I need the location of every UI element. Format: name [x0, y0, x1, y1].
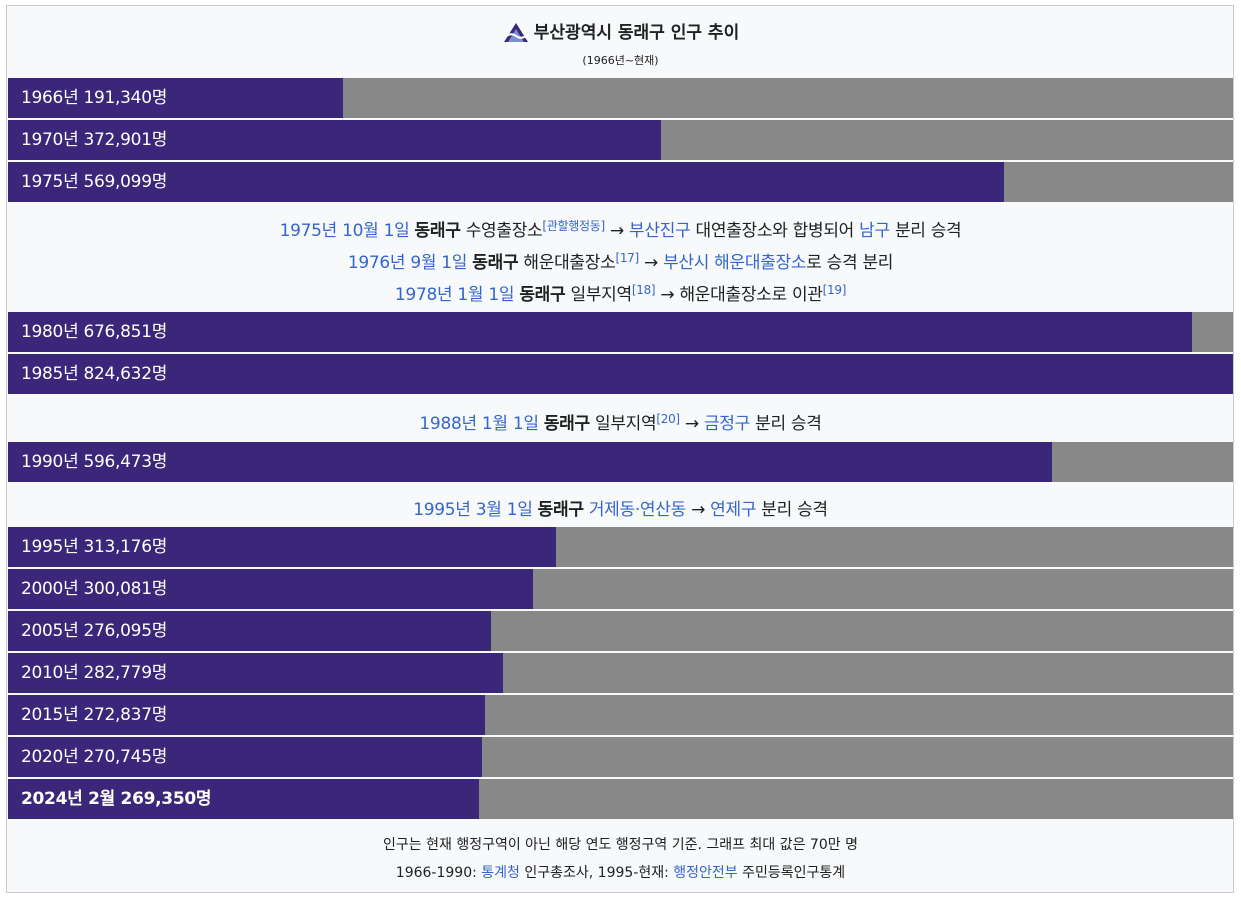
bar-row: 2024년 2월 269,350명 [8, 779, 1233, 819]
chart-header: 부산광역시 동래구 인구 추이 (1966년~현재) [8, 6, 1233, 77]
chart-footer: 인구는 현재 행정구역이 아닌 해당 연도 행정구역 기준. 그래프 최대 값은… [8, 822, 1233, 892]
chart-title: 부산광역시 동래구 인구 추이 [533, 23, 740, 43]
bar-fill [8, 737, 482, 777]
bar-row: 1990년 596,473명 [8, 442, 1233, 482]
bar-label: 1966년 191,340명 [21, 88, 168, 108]
chart-title-line: 부산광역시 동래구 인구 추이 [8, 18, 1233, 44]
bar-row: 1966년 191,340명 [8, 78, 1233, 118]
date-link[interactable]: 1976년 9월 1일 [347, 253, 468, 273]
bar-label: 1985년 824,632명 [21, 364, 168, 384]
date-link[interactable]: 1975년 10월 1일 [279, 221, 410, 241]
bar-label: 1995년 313,176명 [21, 537, 168, 557]
bar-fill [8, 78, 343, 118]
bar-fill [8, 312, 1193, 352]
bar-label: 1975년 569,099명 [21, 172, 168, 192]
bar-fill [8, 569, 534, 609]
bar-fill [8, 120, 661, 160]
history-note-1995: 1995년 3월 1일 동래구 거제동·연산동 → 연제구 분리 승격 [8, 484, 1233, 526]
bar-fill [8, 695, 486, 735]
bar-fill [8, 653, 503, 693]
bar-label: 2020년 270,745명 [21, 747, 168, 767]
footer-note: 인구는 현재 행정구역이 아닌 해당 연도 행정구역 기준. 그래프 최대 값은… [383, 837, 858, 853]
history-note-1975-1978: 1975년 10월 1일 동래구 수영출장소[관할행정동] → 부산진구 대연출… [8, 204, 1233, 311]
reference-link[interactable]: [관할행정동] [542, 219, 605, 233]
bar-label: 1970년 372,901명 [21, 130, 168, 150]
bar-row: 1970년 372,901명 [8, 120, 1233, 160]
note-line: 1995년 3월 1일 동래구 거제동·연산동 → 연제구 분리 승격 [413, 500, 828, 520]
note-line: 1975년 10월 1일 동래구 수영출장소[관할행정동] → 부산진구 대연출… [279, 219, 962, 241]
reference-link[interactable]: [18] [631, 283, 656, 297]
bar-row: 1995년 313,176명 [8, 527, 1233, 567]
district-link[interactable]: 부산진구 [629, 221, 691, 241]
district-link[interactable]: 연제구 [710, 500, 757, 520]
bar-row: 1980년 676,851명 [8, 312, 1233, 352]
bar-fill [8, 779, 480, 819]
bar-label: 2000년 300,081명 [21, 579, 168, 599]
bar-fill [8, 162, 1004, 202]
note-line: 1978년 1월 1일 동래구 일부지역[18] → 해운대출장소로 이관[19… [394, 283, 847, 305]
chart-subtitle: (1966년~현재) [582, 54, 659, 67]
date-link[interactable]: 1995년 3월 1일 [413, 500, 533, 520]
bar-row: 1975년 569,099명 [8, 162, 1233, 202]
bar-row: 2015년 272,837명 [8, 695, 1233, 735]
bar-label: 2010년 282,779명 [21, 663, 168, 683]
bar-fill [8, 527, 557, 567]
bar-row: 2020년 270,745명 [8, 737, 1233, 777]
note-line: 1976년 9월 1일 동래구 해운대출장소[17] → 부산시 해운대출장소로… [347, 251, 894, 273]
bar-label: 2005년 276,095명 [21, 621, 168, 641]
busan-emblem-icon [503, 23, 529, 42]
district-link[interactable]: 남구 [859, 221, 890, 241]
bar-row: 2005년 276,095명 [8, 611, 1233, 651]
bar-label: 1990년 596,473명 [21, 452, 168, 472]
bar-fill [8, 354, 1233, 394]
bar-row: 1985년 824,632명 [8, 354, 1233, 394]
source-link[interactable]: 행정안전부 [673, 865, 738, 881]
date-link[interactable]: 1988년 1월 1일 [419, 414, 539, 434]
bar-fill [8, 442, 1052, 482]
district-link[interactable]: 거제동·연산동 [588, 500, 686, 520]
history-note-1988: 1988년 1월 1일 동래구 일부지역[20] → 금정구 분리 승격 [8, 396, 1233, 441]
bar-label: 2024년 2월 269,350명 [21, 789, 212, 809]
reference-link[interactable]: [19] [822, 283, 847, 297]
date-link[interactable]: 1978년 1월 1일 [394, 285, 515, 305]
reference-link[interactable]: [20] [656, 412, 680, 426]
bar-row: 2000년 300,081명 [8, 569, 1233, 609]
bar-label: 1980년 676,851명 [21, 322, 168, 342]
reference-link[interactable]: [17] [615, 251, 639, 265]
bar-label: 2015년 272,837명 [21, 705, 168, 725]
district-link[interactable]: 부산시 해운대출장소 [663, 253, 807, 273]
footer-sources: 1966-1990: 통계청 인구총조사, 1995-현재: 행정안전부 주민등… [395, 865, 846, 881]
bar-row: 2010년 282,779명 [8, 653, 1233, 693]
district-link[interactable]: 금정구 [703, 414, 750, 434]
source-link[interactable]: 통계청 [481, 865, 520, 881]
note-line: 1988년 1월 1일 동래구 일부지역[20] → 금정구 분리 승격 [419, 412, 822, 434]
bar-fill [8, 611, 492, 651]
